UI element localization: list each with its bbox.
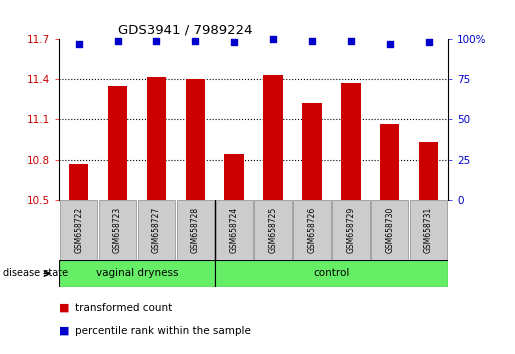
Point — [386, 41, 394, 47]
Bar — [99, 200, 136, 260]
Bar — [69, 164, 89, 200]
Text: transformed count: transformed count — [75, 303, 172, 313]
Text: GSM658730: GSM658730 — [385, 207, 394, 253]
Text: GSM658728: GSM658728 — [191, 207, 200, 253]
Bar — [147, 76, 166, 200]
Point — [269, 36, 277, 42]
Bar — [59, 260, 215, 287]
Bar — [419, 142, 438, 200]
Point — [152, 38, 161, 44]
Bar — [138, 200, 175, 260]
Bar — [108, 86, 127, 200]
Bar — [302, 103, 322, 200]
Point — [424, 39, 433, 45]
Text: percentile rank within the sample: percentile rank within the sample — [75, 326, 251, 336]
Bar — [177, 200, 214, 260]
Bar — [215, 260, 448, 287]
Point — [113, 38, 122, 44]
Bar — [341, 83, 360, 200]
Text: disease state: disease state — [3, 268, 67, 279]
Text: GSM658726: GSM658726 — [307, 207, 316, 253]
Bar — [254, 200, 291, 260]
Point — [308, 38, 316, 44]
Bar — [225, 154, 244, 200]
Text: control: control — [313, 268, 350, 279]
Text: GDS3941 / 7989224: GDS3941 / 7989224 — [117, 23, 252, 36]
Bar — [410, 200, 447, 260]
Text: GSM658725: GSM658725 — [269, 207, 278, 253]
Bar — [263, 75, 283, 200]
Bar — [60, 200, 97, 260]
Text: vaginal dryness: vaginal dryness — [96, 268, 178, 279]
Text: GSM658731: GSM658731 — [424, 207, 433, 253]
Text: GSM658727: GSM658727 — [152, 207, 161, 253]
Bar — [380, 124, 400, 200]
Text: GSM658722: GSM658722 — [74, 207, 83, 253]
Point — [347, 38, 355, 44]
Text: GSM658724: GSM658724 — [230, 207, 238, 253]
Bar — [371, 200, 408, 260]
Text: GSM658729: GSM658729 — [347, 207, 355, 253]
Bar — [216, 200, 253, 260]
Text: ■: ■ — [59, 303, 70, 313]
Point — [191, 38, 199, 44]
Text: ■: ■ — [59, 326, 70, 336]
Point — [75, 41, 83, 47]
Bar — [332, 200, 369, 260]
Text: GSM658723: GSM658723 — [113, 207, 122, 253]
Point — [230, 39, 238, 45]
Bar — [294, 200, 331, 260]
Bar — [185, 79, 205, 200]
